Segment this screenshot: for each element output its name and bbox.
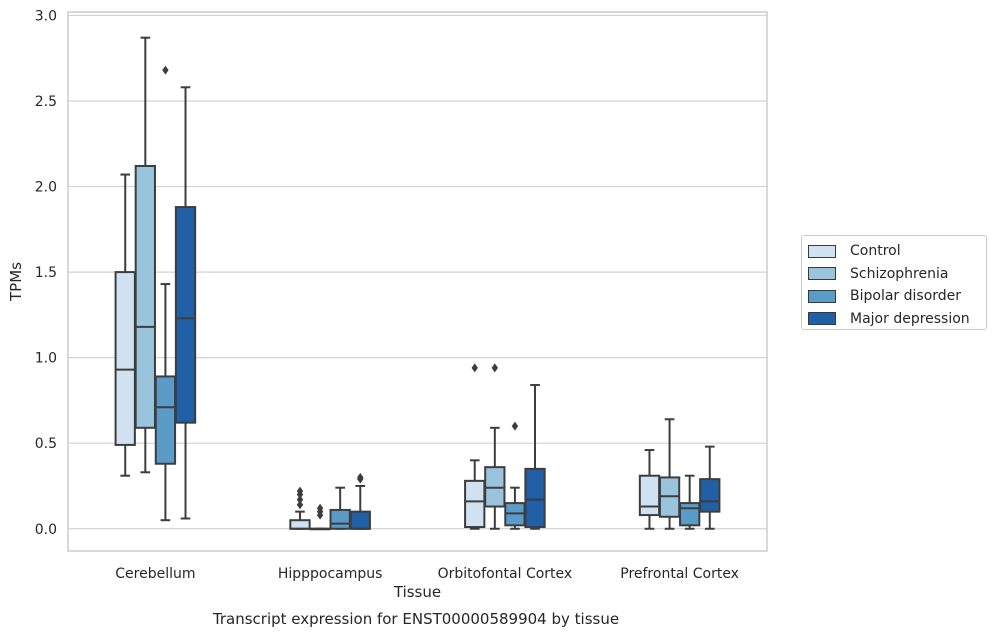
x-tick-label: Hipppocampus [278,566,383,582]
box [638,474,661,517]
legend-item-major-depression: Major depression [808,308,980,331]
y-tick-label: 0.0 [35,522,57,538]
y-tick-label: 2.5 [35,94,57,110]
legend-swatch-major-depression [808,312,836,326]
y-tick-label: 3.0 [35,8,57,24]
box [329,508,351,530]
outlier-point [357,472,364,482]
legend-item-bipolar-disorder: Bipolar disorder [808,285,980,308]
outlier-point [316,503,324,513]
outlier-point [296,500,304,510]
legend: Control Schizophrenia Bipolar disorder M… [801,235,987,330]
chart-caption: Transcript expression for ENST0000058990… [212,610,620,628]
x-axis-label: Tissue [393,583,441,601]
outlier-point [296,495,304,505]
legend-label-bipolar-disorder: Bipolar disorder [850,288,962,305]
box [524,467,546,529]
legend-swatch-control [808,244,836,258]
outlier-point [296,486,304,496]
legend-item-control: Control [808,240,980,263]
x-tick-label: Cerebellum [115,566,195,582]
box [289,519,311,530]
plot-frame [67,11,768,552]
box [349,510,371,530]
box [154,375,177,465]
box [679,502,701,527]
legend-label-control: Control [850,243,901,260]
legend-swatch-bipolar-disorder [808,289,836,303]
y-tick-label: 0.5 [35,436,57,452]
outlier-point [511,421,519,431]
y-axis-label: TPMs [7,262,25,302]
x-tick-label: Orbitofontal Cortex [438,566,573,582]
chart: 0.0 0.5 1.0 1.5 2.0 2.5 3.0 Tissue TPMs Cerebellu… [7,8,768,601]
outlier-point [491,363,499,373]
box [114,271,136,446]
legend-item-schizophrenia: Schizophrenia [808,263,980,286]
x-tick-label: Prefrontal Cortex [620,566,739,582]
box [134,165,156,429]
y-tick-label: 1.5 [35,265,57,281]
outlier-point [471,363,478,373]
y-tick-label: 2.0 [35,180,57,196]
legend-label-schizophrenia: Schizophrenia [850,265,949,282]
legend-label-major-depression: Major depression [850,310,970,327]
box [174,206,197,424]
box [699,478,721,513]
y-tick-label: 1.0 [35,351,57,367]
outlier-point [162,65,169,75]
box [464,479,486,529]
legend-swatch-schizophrenia [808,267,836,281]
